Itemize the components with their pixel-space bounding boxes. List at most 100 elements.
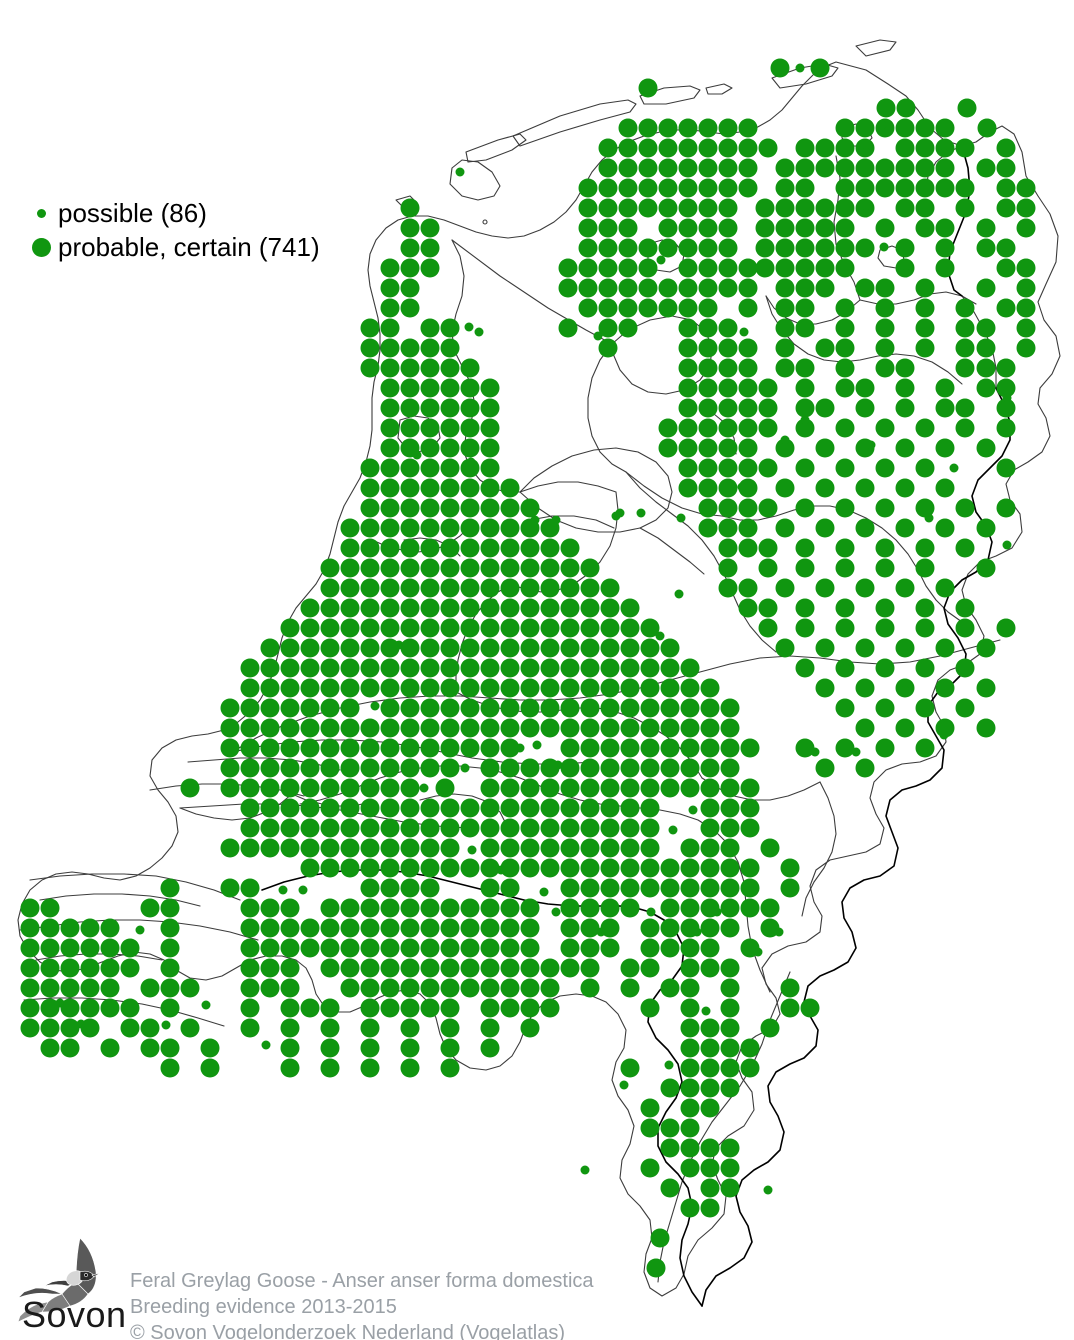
occurrence-dot-probable-certain bbox=[620, 738, 640, 758]
occurrence-dot-probable-certain bbox=[660, 938, 680, 958]
occurrence-dot-probable-certain bbox=[400, 798, 420, 818]
occurrence-dot-probable-certain bbox=[340, 658, 360, 678]
occurrence-dot-probable-certain bbox=[380, 398, 400, 418]
occurrence-dot-probable-certain bbox=[935, 518, 955, 538]
legend-item-possible: possible (86) bbox=[24, 196, 424, 230]
occurrence-dot-probable-certain bbox=[520, 898, 540, 918]
occurrence-dot-probable-certain bbox=[520, 838, 540, 858]
occurrence-dot-probable-certain bbox=[300, 598, 320, 618]
occurrence-dot-probable-certain bbox=[618, 298, 638, 318]
occurrence-dot-probable-certain bbox=[400, 758, 420, 778]
occurrence-dot-probable-certain bbox=[180, 778, 200, 798]
occurrence-dot-probable-certain bbox=[600, 618, 620, 638]
occurrence-dot-probable-certain bbox=[280, 798, 300, 818]
occurrence-dot-probable-certain bbox=[1016, 278, 1036, 298]
occurrence-dot-probable-certain bbox=[560, 678, 580, 698]
occurrence-dot-probable-certain bbox=[500, 658, 520, 678]
legend-swatch-large bbox=[24, 237, 58, 257]
occurrence-dot-probable-certain bbox=[718, 558, 738, 578]
occurrence-dot-probable-certain bbox=[680, 1118, 700, 1138]
occurrence-dot-probable-certain bbox=[440, 638, 460, 658]
occurrence-dot-probable-certain bbox=[340, 518, 360, 538]
occurrence-dot-probable-certain bbox=[660, 918, 680, 938]
occurrence-dot-probable-certain bbox=[340, 758, 360, 778]
occurrence-dot-probable-certain bbox=[360, 578, 380, 598]
occurrence-dot-probable-certain bbox=[560, 818, 580, 838]
occurrence-dot-probable-certain bbox=[680, 718, 700, 738]
occurrence-dot-probable-certain bbox=[220, 698, 240, 718]
occurrence-dot-probable-certain bbox=[360, 1058, 380, 1078]
occurrence-dot-possible bbox=[455, 167, 465, 177]
occurrence-dot-probable-certain bbox=[795, 398, 815, 418]
occurrence-dot-probable-certain bbox=[360, 798, 380, 818]
occurrence-dot-probable-certain bbox=[700, 778, 720, 798]
occurrence-dot-probable-certain bbox=[640, 758, 660, 778]
occurrence-dot-probable-certain bbox=[540, 638, 560, 658]
occurrence-dot-probable-certain bbox=[400, 618, 420, 638]
occurrence-dot-probable-certain bbox=[140, 1018, 160, 1038]
occurrence-dot-probable-certain bbox=[440, 1018, 460, 1038]
occurrence-dot-probable-certain bbox=[580, 578, 600, 598]
occurrence-dot-probable-certain bbox=[996, 358, 1016, 378]
occurrence-dot-probable-certain bbox=[460, 738, 480, 758]
occurrence-dot-probable-certain bbox=[698, 118, 718, 138]
occurrence-dot-probable-certain bbox=[340, 598, 360, 618]
occurrence-dot-probable-certain bbox=[500, 538, 520, 558]
occurrence-dot-probable-certain bbox=[460, 418, 480, 438]
occurrence-dot-probable-certain bbox=[780, 878, 800, 898]
occurrence-dot-probable-certain bbox=[976, 378, 996, 398]
occurrence-dot-probable-certain bbox=[700, 678, 720, 698]
occurrence-dot-probable-certain bbox=[400, 518, 420, 538]
occurrence-dot-probable-certain bbox=[775, 198, 795, 218]
occurrence-dot-probable-certain bbox=[20, 898, 40, 918]
occurrence-dot-possible bbox=[818, 642, 828, 652]
detail-grevelingen bbox=[39, 893, 201, 907]
occurrence-dot-probable-certain bbox=[480, 858, 500, 878]
occurrence-dot-probable-certain bbox=[875, 298, 895, 318]
occurrence-dot-possible bbox=[664, 1060, 674, 1070]
occurrence-dot-probable-certain bbox=[600, 658, 620, 678]
occurrence-dot-probable-certain bbox=[440, 538, 460, 558]
occurrence-dot-probable-certain bbox=[700, 698, 720, 718]
occurrence-dot-probable-certain bbox=[718, 178, 738, 198]
occurrence-dot-possible bbox=[611, 511, 621, 521]
occurrence-dot-probable-certain bbox=[520, 638, 540, 658]
occurrence-dot-probable-certain bbox=[895, 518, 915, 538]
occurrence-dot-probable-certain bbox=[658, 178, 678, 198]
ijsselmeer-east-shore bbox=[587, 343, 627, 473]
occurrence-dot-probable-certain bbox=[320, 958, 340, 978]
occurrence-dot-probable-certain bbox=[500, 958, 520, 978]
occurrence-dot-probable-certain bbox=[380, 838, 400, 858]
occurrence-dot-probable-certain bbox=[720, 958, 740, 978]
occurrence-dot-probable-certain bbox=[678, 378, 698, 398]
occurrence-dot-probable-certain bbox=[620, 598, 640, 618]
occurrence-dot-probable-certain bbox=[698, 318, 718, 338]
occurrence-dot-possible bbox=[692, 927, 702, 937]
occurrence-dot-probable-certain bbox=[400, 978, 420, 998]
occurrence-dot-probable-certain bbox=[600, 798, 620, 818]
occurrence-dot-probable-certain bbox=[420, 218, 440, 238]
occurrence-dot-probable-certain bbox=[720, 1178, 740, 1198]
occurrence-dot-probable-certain bbox=[835, 178, 855, 198]
occurrence-dot-probable-certain bbox=[646, 1258, 666, 1278]
occurrence-dot-probable-certain bbox=[620, 958, 640, 978]
border-germany-north bbox=[947, 145, 971, 297]
occurrence-dot-probable-certain bbox=[1016, 178, 1036, 198]
occurrence-dot-probable-certain bbox=[400, 658, 420, 678]
occurrence-dot-probable-certain bbox=[600, 858, 620, 878]
occurrence-dot-probable-certain bbox=[876, 98, 896, 118]
occurrence-dot-probable-certain bbox=[500, 698, 520, 718]
occurrence-dot-probable-certain bbox=[678, 258, 698, 278]
occurrence-dot-probable-certain bbox=[280, 838, 300, 858]
occurrence-dot-probable-certain bbox=[638, 258, 658, 278]
occurrence-dot-probable-certain bbox=[760, 1018, 780, 1038]
occurrence-dot-probable-certain bbox=[795, 318, 815, 338]
occurrence-dot-probable-certain bbox=[775, 178, 795, 198]
occurrence-dot-probable-certain bbox=[875, 318, 895, 338]
occurrence-dot-probable-certain bbox=[895, 198, 915, 218]
legend-swatch-small bbox=[24, 208, 58, 218]
occurrence-dot-probable-certain bbox=[560, 758, 580, 778]
occurrence-dot-probable-certain bbox=[360, 658, 380, 678]
occurrence-dot-probable-certain bbox=[340, 718, 360, 738]
occurrence-dot-probable-certain bbox=[660, 638, 680, 658]
